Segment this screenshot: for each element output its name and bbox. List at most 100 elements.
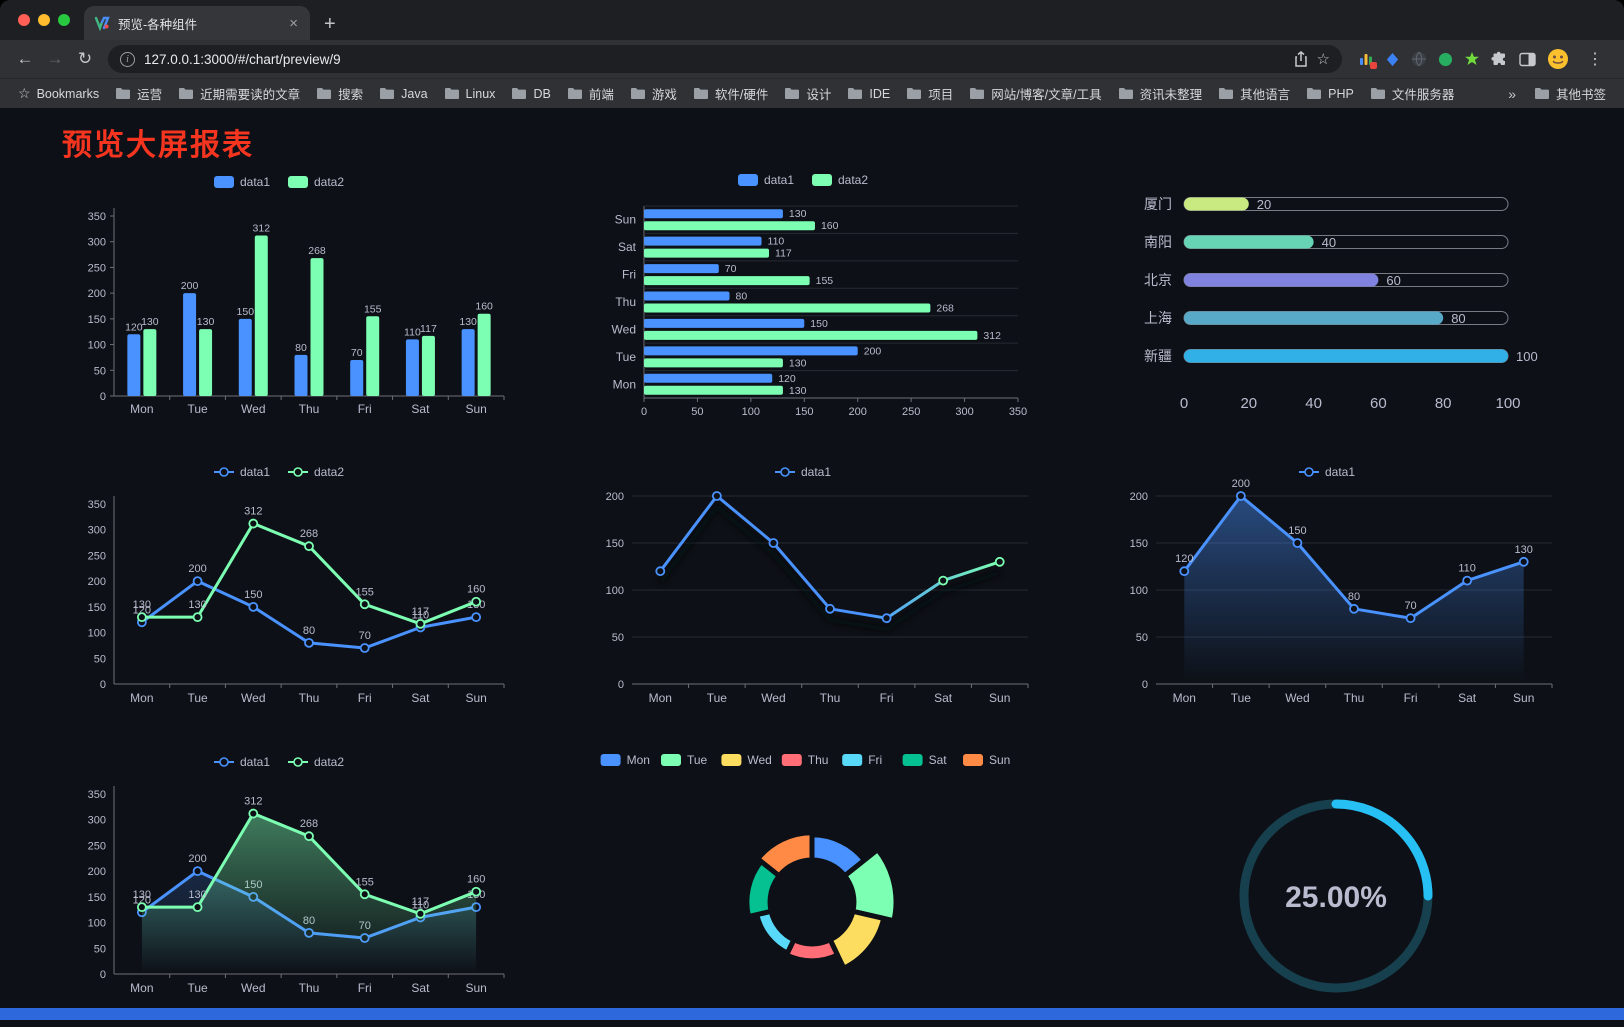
svg-area-single: 0 50 100 150 200 Mon Tue Wed Thu Fri Sat Sun 120 200 1… <box>1130 465 1553 705</box>
bookmark-folder[interactable]: DB <box>503 81 558 106</box>
bookmark-folder[interactable]: 运营 <box>107 81 170 106</box>
svg-text:Thu: Thu <box>299 691 320 705</box>
svg-text:Sun: Sun <box>465 981 486 995</box>
svg-text:data1: data1 <box>1325 465 1355 479</box>
svg-text:312: 312 <box>983 330 1001 342</box>
chart-line-with-area[interactable]: 0 50 100 150 200 250 300 350 Mon Tue Wed Thu Fri Sat S… <box>26 746 550 1026</box>
bookmarks-star-item[interactable]: ☆ Bookmarks <box>10 82 107 105</box>
svg-text:160: 160 <box>821 220 839 232</box>
bookmark-folder[interactable]: 设计 <box>776 81 839 106</box>
window-controls <box>18 14 70 26</box>
svg-text:100: 100 <box>88 628 106 640</box>
svg-text:Fri: Fri <box>880 691 894 705</box>
tab-close-icon[interactable]: × <box>289 14 298 32</box>
svg-text:70: 70 <box>725 263 737 275</box>
chart-gauge[interactable]: 25.00% <box>1074 746 1598 1026</box>
chart-horizontal-bar[interactable]: 0 50 100 150 200 250 300 350 Mon Tue Wed Thu Fri Sat S… <box>550 166 1074 446</box>
tab-title: 预览-各种组件 <box>118 17 198 32</box>
bookmark-folder[interactable]: 文件服务器 <box>1362 81 1463 106</box>
window-close-button[interactable] <box>18 14 30 26</box>
bookmark-folder[interactable]: IDE <box>839 81 898 106</box>
forward-button[interactable]: → <box>46 49 64 68</box>
browser-menu-icon[interactable]: ⋮ <box>1587 51 1604 68</box>
svg-line-two-series: 0 50 100 150 200 250 300 350 Mon Tue Wed Thu Fri Sat S… <box>88 465 505 705</box>
svg-text:312: 312 <box>253 223 271 235</box>
bookmark-folder[interactable]: 前端 <box>559 81 622 106</box>
svg-text:Sat: Sat <box>411 981 430 995</box>
svg-bar-grouped: 0 50 100 150 200 250 300 350 Mon Tue Wed Thu Fri Sat S… <box>88 175 505 416</box>
extension-chart-icon[interactable] <box>1358 51 1377 69</box>
site-info-icon[interactable]: i <box>120 51 135 67</box>
extensions-puzzle-icon[interactable] <box>1491 51 1508 68</box>
chart-grouped-bar[interactable]: 0 50 100 150 200 250 300 350 Mon Tue Wed Thu Fri Sat S… <box>26 166 550 446</box>
bookmark-folder[interactable]: 资讯未整理 <box>1110 81 1211 106</box>
extension-green-circle-icon[interactable] <box>1438 52 1453 67</box>
window-zoom-button[interactable] <box>58 14 70 26</box>
chart-area-line[interactable]: 0 50 100 150 200 Mon Tue Wed Thu Fri Sat Sun 120 200 1… <box>1074 456 1598 736</box>
bookmark-folder[interactable]: 搜索 <box>308 81 371 106</box>
bookmark-folder[interactable]: PHP <box>1298 81 1362 106</box>
svg-text:0: 0 <box>1142 679 1148 691</box>
svg-text:Wed: Wed <box>1285 691 1309 705</box>
svg-text:200: 200 <box>1130 491 1148 503</box>
svg-text:Wed: Wed <box>241 691 265 705</box>
svg-text:120: 120 <box>778 373 796 385</box>
svg-text:155: 155 <box>356 876 374 888</box>
other-bookmarks-folder[interactable]: 其他书签 <box>1526 81 1614 106</box>
page-content: 预览大屏报表 0 50 100 150 200 250 300 350 Mon Tue Wed Thu… <box>0 108 1624 1027</box>
svg-text:北京: 北京 <box>1144 272 1172 288</box>
bookmark-folder[interactable]: 网站/博客/文章/工具 <box>961 81 1109 106</box>
svg-text:200: 200 <box>88 288 106 300</box>
svg-text:Fri: Fri <box>358 981 372 995</box>
chart-capsule-progress[interactable]: 厦门 20 南阳 40 北京 60 上海 80 新疆 100 0 20 40 60 80 100 <box>1074 166 1598 446</box>
bookmark-folder[interactable]: 软件/硬件 <box>685 81 776 106</box>
reload-button[interactable]: ↻ <box>77 49 93 68</box>
svg-text:120: 120 <box>133 604 151 616</box>
bookmark-label: DB <box>533 86 551 101</box>
bookmark-star-icon[interactable]: ☆ <box>1316 51 1330 68</box>
svg-text:268: 268 <box>300 528 318 540</box>
sidebar-toggle-icon[interactable] <box>1519 52 1536 67</box>
svg-text:117: 117 <box>775 248 792 260</box>
svg-text:Sat: Sat <box>934 691 953 705</box>
back-button[interactable]: ← <box>16 49 34 68</box>
chart-rose-pie[interactable]: Mon Tue Wed Thu Fri Sat Sun <box>550 746 1074 1026</box>
bookmark-folder[interactable]: 其他语言 <box>1210 81 1298 106</box>
svg-text:Tue: Tue <box>707 691 728 705</box>
bookmark-folder[interactable]: 近期需要读的文章 <box>170 81 308 106</box>
svg-text:25.00%: 25.00% <box>1285 881 1387 914</box>
chart-line-two-series[interactable]: 0 50 100 150 200 250 300 350 Mon Tue Wed Thu Fri Sat S… <box>26 456 550 736</box>
svg-text:130: 130 <box>459 316 477 328</box>
svg-text:110: 110 <box>404 326 421 338</box>
svg-text:312: 312 <box>244 506 262 518</box>
address-bar[interactable]: i 127.0.0.1:3000/#/chart/preview/9 ☆ <box>108 45 1342 73</box>
bookmark-folder[interactable]: Linux <box>436 81 504 106</box>
svg-text:350: 350 <box>88 789 106 801</box>
new-tab-button[interactable]: + <box>324 12 336 35</box>
svg-text:50: 50 <box>94 365 106 377</box>
svg-text:150: 150 <box>1288 525 1306 537</box>
bookmark-label: 游戏 <box>651 88 677 102</box>
url-text[interactable]: 127.0.0.1:3000/#/chart/preview/9 <box>144 51 341 67</box>
svg-text:0: 0 <box>100 391 106 403</box>
svg-text:Tue: Tue <box>616 350 637 364</box>
window-minimize-button[interactable] <box>38 14 50 26</box>
bookmark-folder[interactable]: Java <box>371 81 435 106</box>
svg-text:Fri: Fri <box>622 268 636 282</box>
chart-gradient-line[interactable]: 0 50 100 150 200 Mon Tue Wed Thu Fri Sat Sun data1 <box>550 456 1074 736</box>
extension-globe-icon[interactable] <box>1411 51 1427 67</box>
bookmarks-overflow-icon[interactable]: » <box>1508 85 1516 102</box>
svg-text:Wed: Wed <box>747 753 771 767</box>
bookmark-folder[interactable]: 游戏 <box>622 81 685 106</box>
extension-green-star-icon[interactable] <box>1464 51 1480 67</box>
svg-text:80: 80 <box>1435 395 1452 412</box>
bookmark-folder[interactable]: 项目 <box>898 81 961 106</box>
svg-text:0: 0 <box>1180 395 1188 412</box>
share-icon[interactable] <box>1294 51 1308 67</box>
browser-tab[interactable]: 预览-各种组件 × <box>84 6 310 40</box>
svg-text:data2: data2 <box>314 175 344 189</box>
bookmark-label: 软件/硬件 <box>714 88 769 102</box>
profile-avatar[interactable] <box>1547 48 1569 70</box>
extension-kite-icon[interactable] <box>1385 52 1400 67</box>
browser-toolbar: ← → ↻ i 127.0.0.1:3000/#/chart/preview/9… <box>0 40 1624 78</box>
